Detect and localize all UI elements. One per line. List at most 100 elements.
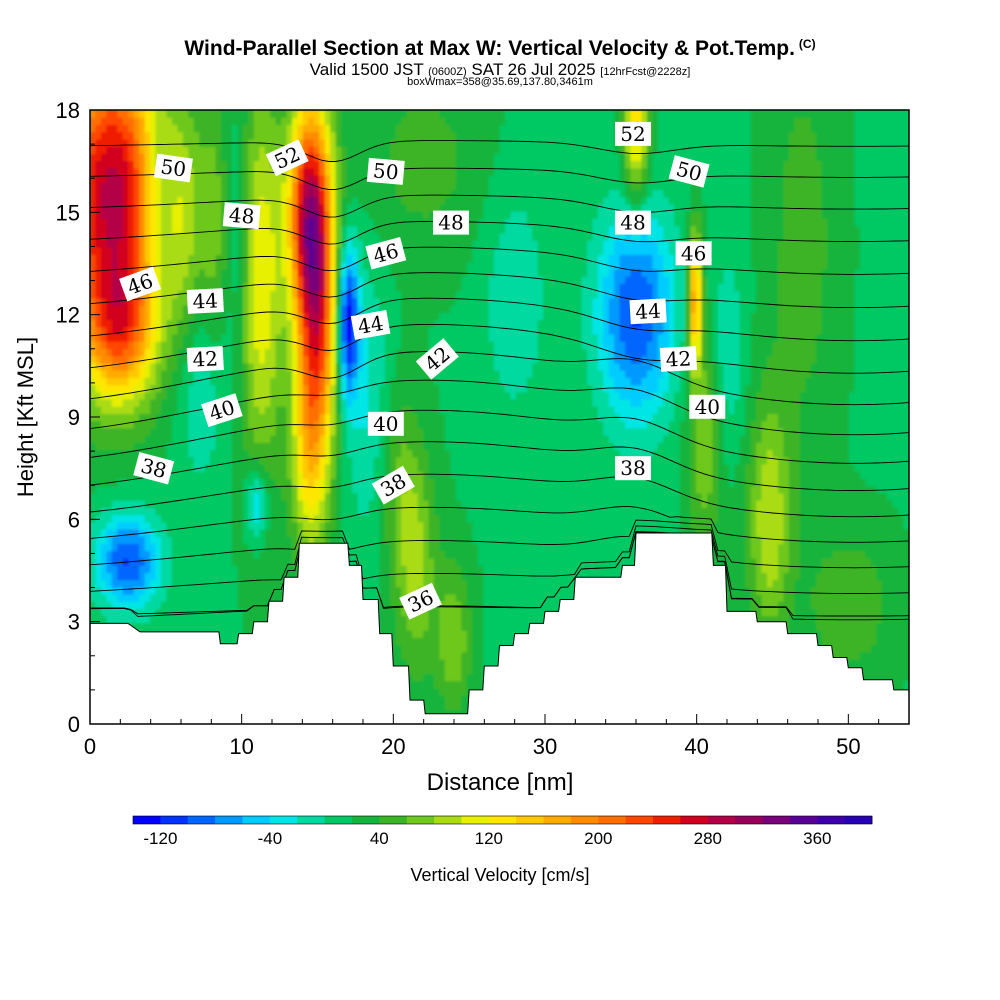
velocity-cell [182,536,189,544]
velocity-cell [401,622,408,631]
velocity-cell [417,622,424,631]
velocity-cell [832,608,839,617]
velocity-cell [232,492,239,501]
velocity-cell [221,637,228,646]
velocity-cell [679,521,686,530]
velocity-cell [892,659,899,667]
velocity-cell [592,529,599,537]
velocity-cell [483,651,490,660]
velocity-cell [488,608,495,617]
velocity-cell [783,565,790,573]
velocity-cell [805,594,812,602]
velocity-cell [117,608,124,617]
velocity-cell [155,572,162,581]
velocity-cell [816,543,823,552]
velocity-cell [734,536,741,544]
velocity-cell [352,500,359,508]
velocity-cell [204,543,211,552]
velocity-cell [106,572,113,581]
velocity-cell [204,507,211,516]
velocity-cell [778,492,785,501]
velocity-cell [150,529,157,537]
velocity-cell [237,586,244,595]
velocity-cell [248,557,255,566]
velocity-cell [619,485,626,494]
velocity-cell [859,630,866,638]
velocity-cell [144,543,151,552]
velocity-cell [368,492,375,501]
velocity-cell [133,601,140,609]
velocity-cell [848,572,855,581]
velocity-cell [455,514,462,523]
velocity-cell [559,500,566,508]
velocity-cell [472,586,479,595]
velocity-cell [199,601,206,609]
velocity-cell [756,529,763,537]
velocity-cell [581,500,588,508]
velocity-cell [455,651,462,660]
velocity-cell [537,579,544,588]
velocity-cell [341,514,348,523]
velocity-cell [772,594,779,602]
velocity-cell [859,594,866,602]
velocity-cell [455,644,462,653]
velocity-cell [832,579,839,588]
velocity-cell [171,601,178,609]
velocity-cell [401,565,408,573]
velocity-cell [494,630,501,638]
velocity-cell [586,572,593,581]
velocity-cell [575,550,582,559]
velocity-cell [783,550,790,559]
velocity-cell [739,550,746,559]
velocity-cell [455,622,462,631]
velocity-cell [859,485,866,494]
velocity-cell [876,514,883,523]
velocity-cell [543,565,550,573]
velocity-cell [603,500,610,508]
velocity-cell [428,492,435,501]
velocity-cell [412,615,419,624]
velocity-cell [444,594,451,602]
velocity-cell [892,594,899,602]
velocity-cell [319,529,326,537]
velocity-cell [232,608,239,617]
velocity-cell [423,565,430,573]
velocity-cell [532,557,539,566]
velocity-cell [461,557,468,566]
velocity-cell [412,543,419,552]
velocity-cell [870,529,877,537]
velocity-cell [226,529,233,537]
velocity-cell [750,500,757,508]
velocity-cell [166,500,173,508]
velocity-cell [477,485,484,494]
velocity-cell [319,485,326,494]
velocity-cell [450,485,457,494]
velocity-cell [390,608,397,617]
velocity-cell [242,622,249,631]
velocity-cell [816,550,823,559]
velocity-cell [324,521,331,530]
velocity-cell [876,630,883,638]
velocity-cell [859,608,866,617]
velocity-cell [450,536,457,544]
velocity-cell [439,594,446,602]
velocity-cell [903,666,909,674]
velocity-cell [90,594,97,602]
velocity-cell [428,507,435,516]
velocity-cell [171,500,178,508]
velocity-cell [778,615,785,624]
velocity-cell [417,500,424,508]
velocity-cell [575,543,582,552]
velocity-cell [767,601,774,609]
velocity-cell [319,500,326,508]
velocity-cell [90,557,97,566]
velocity-cell [395,557,402,566]
velocity-cell [166,536,173,544]
velocity-cell [363,579,370,588]
velocity-cell [794,557,801,566]
velocity-cell [499,637,506,646]
velocity-cell [106,492,113,501]
velocity-cell [526,507,533,516]
velocity-cell [193,543,200,552]
velocity-cell [248,565,255,573]
